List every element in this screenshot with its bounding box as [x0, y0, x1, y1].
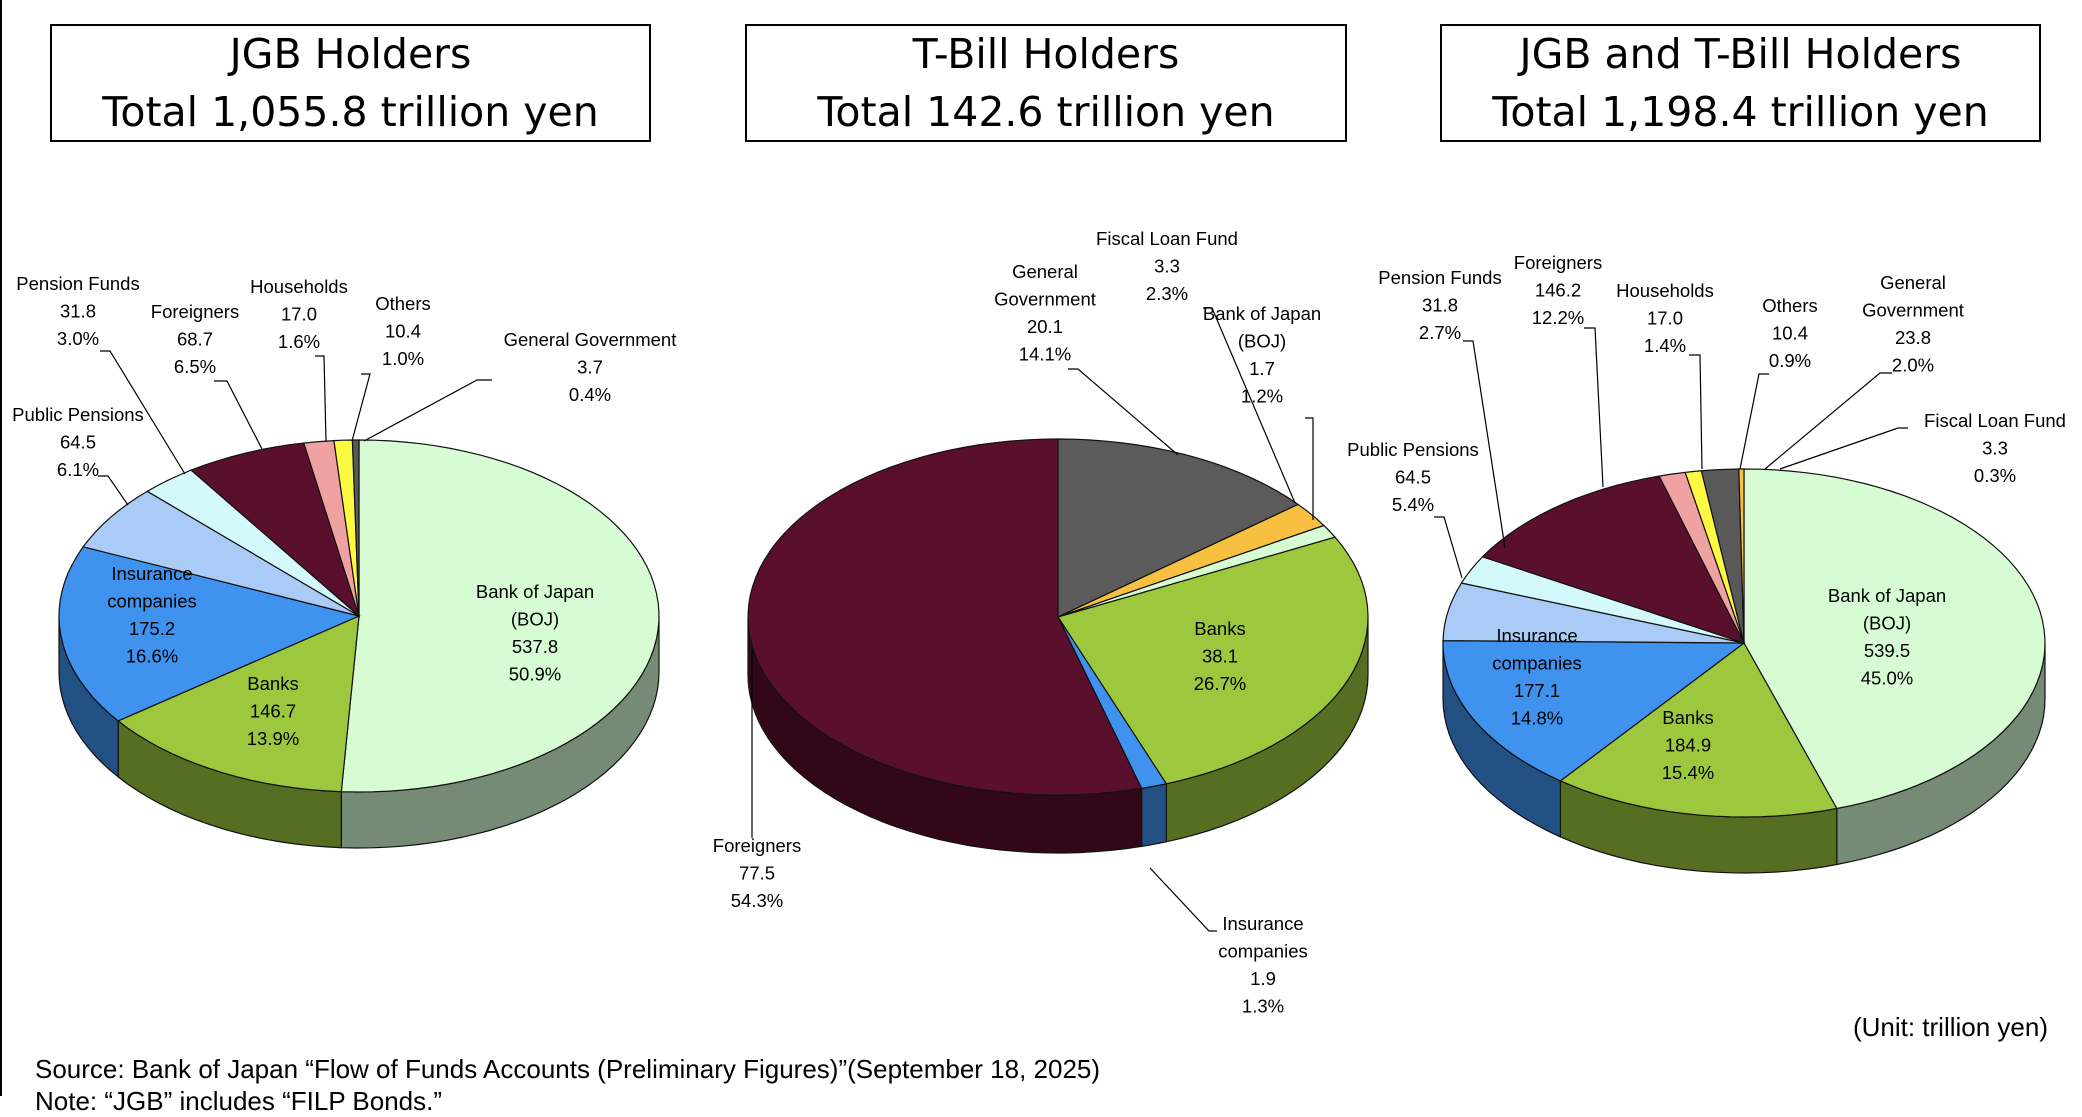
leader-line-households [315, 355, 327, 443]
pie-slice-general-government [351, 439, 360, 617]
leader-line-households [1689, 354, 1703, 470]
pie-chart-2: General Government 20.1 14.1%Fiscal Loan Fu… [713, 228, 1369, 1017]
leader-line-others [1739, 373, 1769, 470]
slice-label-households: Households 17.0 1.6% [250, 276, 348, 352]
left-border-rule [0, 0, 2, 1096]
slice-label-insurance-companies: Insurance companies 177.1 14.8% [1492, 625, 1581, 729]
slice-label-fiscal-loan-fund: Fiscal Loan Fund 3.3 0.3% [1924, 410, 2066, 486]
pie-slice-banks [1057, 536, 1369, 785]
slice-label-fiscal-loan-fund: Fiscal Loan Fund 3.3 2.3% [1096, 228, 1238, 304]
leader-line-insurance-companies [1149, 867, 1217, 932]
leader-line-general-government [1068, 368, 1179, 456]
pie-slice-bank-of-japan-boj [340, 439, 660, 793]
leader-line-bank-of-japan-boj [1305, 417, 1314, 520]
chart-subtitle: Total 1,055.8 trillion yen [102, 88, 599, 136]
pie-slice-banks [117, 615, 360, 793]
leader-line-fiscal-loan-fund [1203, 307, 1296, 504]
pie-side-insurance-companies [1141, 783, 1167, 848]
slice-label-foreigners: Foreigners 68.7 6.5% [151, 301, 239, 377]
leader-line-general-government [1764, 372, 1892, 470]
pie-slice-bank-of-japan-boj [1743, 468, 2046, 810]
chart-subtitle: Total 142.6 trillion yen [817, 88, 1275, 136]
pie-slice-insurance-companies [58, 546, 361, 722]
pie-slice-foreigners [747, 438, 1143, 796]
slice-label-general-government: General Government 23.8 2.0% [1862, 272, 1964, 376]
pie-slice-banks [1559, 642, 1838, 818]
slice-label-banks: Banks 184.9 15.4% [1662, 707, 1714, 783]
chart-title-box-total: JGB and T-Bill Holders Total 1,198.4 tri… [1440, 24, 2041, 142]
slice-label-public-pensions: Public Pensions 64.5 6.1% [12, 404, 144, 480]
unit-label: (Unit: trillion yen) [1852, 1012, 2048, 1042]
slice-label-insurance-companies: Insurance companies 1.9 1.3% [1218, 913, 1307, 1017]
pie-slice-insurance-companies [1442, 639, 1746, 782]
slice-label-households: Households 17.0 1.4% [1616, 280, 1714, 356]
chart-title: T-Bill Holders [912, 30, 1180, 78]
leader-line-foreigners [214, 380, 263, 450]
slice-label-banks: Banks 38.1 26.7% [1194, 618, 1246, 694]
slice-label-foreigners: Foreigners 146.2 12.2% [1514, 252, 1602, 328]
slice-label-bank-of-japan-boj: Bank of Japan (BOJ) 1.7 1.2% [1203, 303, 1321, 407]
slice-label-bank-of-japan-boj: Bank of Japan (BOJ) 537.8 50.9% [476, 581, 594, 685]
slice-label-pension-funds: Pension Funds 31.8 3.0% [16, 273, 139, 349]
slice-label-banks: Banks 146.7 13.9% [247, 673, 299, 749]
slice-label-general-government: General Government 3.7 0.4% [504, 329, 677, 405]
slice-label-foreigners: Foreigners 77.5 54.3% [713, 835, 801, 911]
leader-line-pension-funds [1463, 340, 1506, 549]
leader-line-fiscal-loan-fund [1779, 427, 1908, 470]
pie-slice-general-government [1057, 438, 1300, 618]
pie-slice-fiscal-loan-fund [1738, 468, 1745, 644]
slice-label-others: Others 10.4 1.0% [375, 293, 431, 369]
leader-line-general-government [363, 379, 492, 442]
slice-label-general-government: General Government 20.1 14.1% [994, 261, 1096, 365]
source-note: Source: Bank of Japan “Flow of Funds Acc… [35, 1054, 1101, 1084]
chart-title-box-tbill: T-Bill Holders Total 142.6 trillion yen [745, 24, 1347, 142]
pie-chart-1: Bank of Japan (BOJ) 537.8 50.9% Banks 146.7 13… [12, 273, 677, 849]
slice-label-public-pensions: Public Pensions 64.5 5.4% [1347, 439, 1479, 515]
footnote: Note: “JGB” includes “FILP Bonds.” [35, 1086, 443, 1116]
chart-subtitle: Total 1,198.4 trillion yen [1492, 88, 1989, 136]
leader-line-others [351, 373, 371, 442]
chart-title: JGB and T-Bill Holders [1519, 30, 1962, 78]
pie-slice-public-pensions [1442, 582, 1745, 644]
leader-line-foreigners [1584, 327, 1604, 488]
slice-label-insurance-companies: Insurance companies 175.2 16.6% [107, 563, 196, 667]
pie-chart-3: Bank of Japan (BOJ) 539.5 45.0% Banks 184.9 15… [1347, 252, 2066, 874]
chart-title-box-jgb: JGB Holders Total 1,055.8 trillion yen [50, 24, 651, 142]
leader-line-public-pensions [98, 475, 129, 506]
leader-line-pension-funds [100, 350, 186, 475]
slice-label-pension-funds: Pension Funds 31.8 2.7% [1378, 267, 1501, 343]
leader-line-public-pensions [1434, 516, 1463, 579]
pie-slice-public-pensions [82, 490, 360, 617]
slice-label-bank-of-japan-boj: Bank of Japan (BOJ) 539.5 45.0% [1828, 585, 1946, 689]
slice-label-others: Others 10.4 0.9% [1762, 295, 1818, 371]
chart-title: JGB Holders [229, 30, 472, 78]
pie-slice-foreigners [1481, 475, 1746, 645]
